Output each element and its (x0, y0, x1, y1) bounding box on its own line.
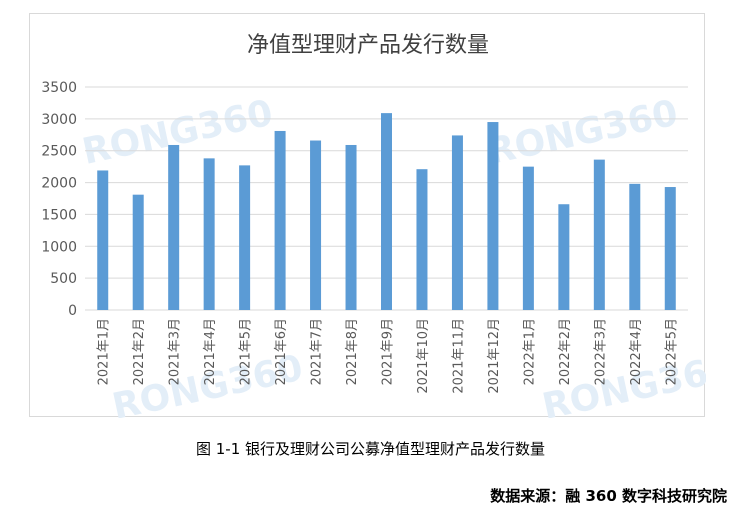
bar (593, 159, 605, 310)
bar (487, 122, 499, 311)
y-tick-label: 3500 (41, 80, 77, 96)
x-tick-label: 2021年6月 (274, 318, 289, 385)
x-tick-label: 2022年3月 (593, 318, 608, 385)
bar (168, 144, 180, 310)
x-tick-label: 2022年2月 (558, 318, 573, 385)
x-tick-label: 2021年4月 (203, 318, 218, 385)
x-tick-label: 2021年3月 (168, 318, 183, 385)
x-tick-label: 2021年11月 (451, 318, 466, 394)
bar (203, 158, 215, 310)
source-note: 数据来源：融 360 数字科技研究院 (490, 487, 727, 505)
y-tick-label: 0 (68, 303, 77, 319)
figure-caption: 图 1-1 银行及理财公司公募净值型理财产品发行数量 (195, 440, 546, 458)
y-tick-label: 2000 (41, 176, 77, 192)
x-tick-label: 2021年10月 (416, 318, 431, 394)
y-tick-label: 500 (50, 271, 77, 287)
watermark-text: RONG360 (484, 93, 681, 173)
x-tick-label: 2021年8月 (345, 318, 360, 385)
bar (381, 113, 392, 310)
bar (132, 194, 144, 310)
bar (310, 140, 322, 310)
bar (97, 170, 109, 310)
bar (274, 130, 286, 310)
x-tick-label: 2021年7月 (310, 318, 325, 385)
bar (239, 165, 251, 310)
x-tick-label: 2021年9月 (381, 318, 396, 385)
x-tick-label: 2021年2月 (132, 318, 147, 385)
x-tick-label: 2022年1月 (522, 318, 537, 385)
x-tick-label: 2022年5月 (664, 318, 679, 385)
y-tick-label: 1000 (41, 239, 77, 255)
bar (629, 183, 641, 310)
chart-title: 净值型理财产品发行数量 (247, 33, 489, 58)
y-tick-label: 3000 (41, 112, 77, 128)
x-tick-label: 2021年1月 (97, 318, 112, 385)
bar (522, 166, 534, 310)
x-tick-label: 2022年4月 (629, 318, 644, 385)
x-tick-label: 2021年5月 (239, 318, 254, 385)
x-tick-label: 2021年12月 (487, 318, 502, 394)
bar (345, 144, 357, 310)
bar (416, 169, 428, 310)
bar (451, 135, 463, 310)
bar (664, 187, 676, 310)
bars (97, 113, 676, 311)
chart-frame: 净值型理财产品发行数量 RONG360 RONG360 RONG360 RONG360… (29, 13, 706, 418)
x-axis-ticks: 2021年1月 2021年2月 2021年3月 2021年4月 2021年5月 2021年… (97, 318, 680, 394)
y-tick-label: 2500 (41, 144, 77, 160)
y-axis-ticks: 0 500 1000 1500 2000 2500 3000 3500 (41, 80, 77, 319)
y-tick-label: 1500 (41, 207, 77, 223)
bar (558, 204, 570, 310)
